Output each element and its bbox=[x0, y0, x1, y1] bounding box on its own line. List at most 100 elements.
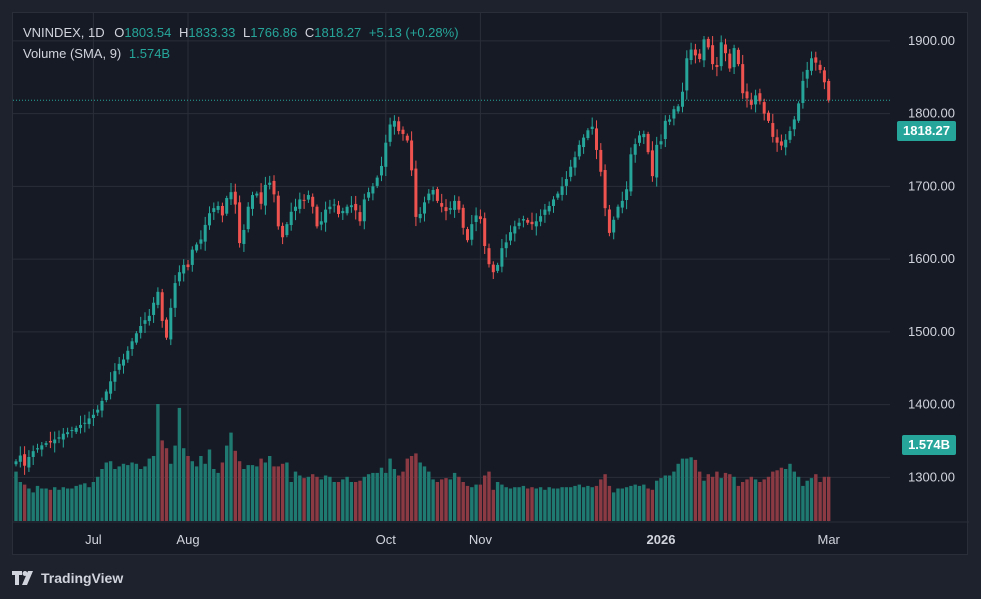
price-tick-label: 1500.00 bbox=[908, 324, 955, 339]
candle-body bbox=[306, 195, 310, 200]
candle-body bbox=[724, 44, 727, 54]
candle-body bbox=[676, 106, 680, 112]
candle-body bbox=[736, 49, 740, 65]
volume-bar bbox=[569, 487, 573, 521]
candle-body bbox=[122, 359, 125, 366]
symbol-label[interactable]: VNINDEX, 1D bbox=[23, 25, 105, 40]
volume-bar bbox=[160, 440, 164, 521]
volume-bar bbox=[332, 482, 336, 521]
volume-bar bbox=[354, 482, 358, 521]
volume-bar bbox=[779, 467, 784, 521]
price-axis[interactable]: 1300.00 1400.00 1500.00 1600.00 1700.00 1800.… bbox=[908, 33, 955, 485]
candle-body bbox=[177, 272, 181, 282]
candle-body bbox=[543, 209, 547, 215]
volume-bar bbox=[508, 488, 513, 521]
volume-bar bbox=[693, 459, 698, 521]
volume-bar bbox=[14, 471, 18, 521]
candle-body bbox=[681, 91, 684, 107]
tradingview-logo[interactable]: TradingView bbox=[12, 569, 123, 587]
volume-bar bbox=[121, 463, 126, 521]
volume-bar bbox=[491, 489, 495, 521]
volume-bar bbox=[818, 482, 822, 521]
candle-body bbox=[607, 209, 611, 233]
candle-body bbox=[582, 137, 586, 148]
candle-body bbox=[487, 248, 491, 265]
candle-body bbox=[453, 200, 457, 210]
candle-body bbox=[380, 165, 383, 176]
volume-bar bbox=[113, 469, 117, 521]
candle-body bbox=[225, 197, 229, 214]
volume-bar bbox=[646, 488, 650, 521]
volume-bar bbox=[655, 480, 659, 521]
candle-body bbox=[117, 363, 121, 370]
volume-bar bbox=[599, 479, 603, 521]
candle-body bbox=[319, 221, 323, 225]
volume-bar bbox=[753, 479, 758, 521]
candle-body bbox=[18, 455, 22, 462]
candle-body bbox=[302, 199, 306, 201]
volume-bar bbox=[809, 478, 814, 521]
volume-bar bbox=[745, 479, 749, 521]
candle-body bbox=[534, 221, 538, 227]
close-value: 1818.27 bbox=[314, 25, 362, 40]
candle-body bbox=[276, 195, 280, 227]
volume-bar bbox=[44, 488, 48, 521]
volume-bar bbox=[190, 461, 194, 521]
volume-bar bbox=[61, 487, 65, 521]
candle-body bbox=[251, 195, 254, 209]
candle-body bbox=[345, 206, 349, 214]
candle-body bbox=[220, 205, 224, 216]
candle-body bbox=[182, 264, 186, 274]
candle-body bbox=[156, 291, 160, 305]
candle-body bbox=[642, 133, 646, 138]
candle-body bbox=[414, 168, 418, 217]
candle-body bbox=[513, 226, 517, 234]
price-tick-label: 1600.00 bbox=[908, 251, 955, 266]
candle-body bbox=[242, 229, 246, 244]
candle-body bbox=[496, 264, 500, 271]
volume-bar bbox=[255, 466, 259, 521]
chart-canvas[interactable]: 1300.00 1400.00 1500.00 1600.00 1700.00 1800.… bbox=[13, 13, 969, 556]
low-label: L bbox=[243, 25, 251, 40]
candle-body bbox=[259, 192, 263, 204]
candle-body bbox=[569, 166, 573, 177]
volume-value: 1.574B bbox=[128, 46, 171, 61]
volume-bar bbox=[702, 480, 706, 521]
candle-body bbox=[741, 64, 745, 94]
candle-body bbox=[83, 422, 87, 424]
candle-body bbox=[491, 264, 495, 273]
candle-body bbox=[281, 225, 285, 238]
time-tick-label: Oct bbox=[376, 532, 397, 547]
candle-body bbox=[814, 57, 818, 63]
candle-body bbox=[745, 91, 749, 99]
candle-body bbox=[672, 109, 676, 119]
volume-bar bbox=[478, 484, 483, 521]
volume-bar bbox=[526, 488, 530, 521]
volume-bar bbox=[371, 472, 375, 521]
volume-bar bbox=[427, 471, 431, 521]
volume-bar bbox=[203, 463, 207, 521]
candle-body bbox=[599, 149, 603, 172]
volume-bar bbox=[263, 462, 268, 521]
candle-body bbox=[113, 371, 117, 382]
candles bbox=[14, 35, 831, 475]
time-axis[interactable]: Jul Aug Oct Nov 2026 Mar bbox=[85, 532, 840, 547]
volume-label[interactable]: Volume (SMA, 9) bbox=[23, 46, 122, 61]
candle-body bbox=[758, 93, 762, 102]
volume-bar bbox=[117, 466, 121, 521]
candle-body bbox=[470, 224, 474, 240]
candle-body bbox=[517, 222, 521, 226]
price-tick-label: 1900.00 bbox=[908, 33, 955, 48]
candle-body bbox=[367, 192, 371, 198]
candle-body bbox=[595, 128, 598, 150]
candle-body bbox=[384, 142, 388, 167]
price-tick-label: 1400.00 bbox=[908, 397, 955, 412]
candle-body bbox=[147, 315, 151, 322]
candle-body bbox=[646, 133, 650, 153]
volume-bar bbox=[306, 476, 311, 521]
candle-body bbox=[444, 207, 448, 212]
candle-body bbox=[629, 154, 633, 192]
volume-bar bbox=[710, 476, 715, 521]
volume-bar bbox=[547, 487, 551, 521]
candle-body bbox=[268, 182, 272, 185]
